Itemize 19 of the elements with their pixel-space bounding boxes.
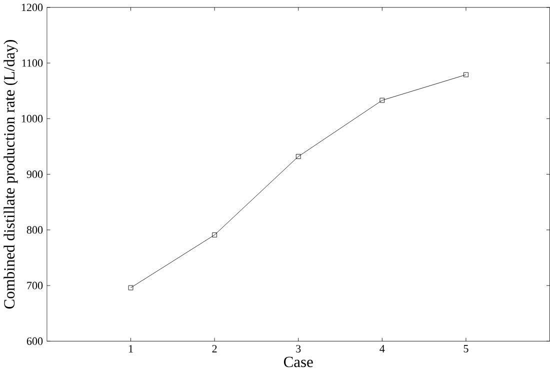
y-tick-label: 1100 bbox=[22, 59, 43, 67]
x-axis-title: Case bbox=[284, 356, 313, 368]
point bbox=[212, 232, 217, 238]
x-tick-label: 5 bbox=[464, 345, 468, 352]
y-tick-label: 1200 bbox=[22, 4, 43, 12]
y-tick-label: 900 bbox=[26, 170, 43, 178]
x-tick-label: 4 bbox=[380, 345, 385, 352]
point bbox=[296, 154, 301, 159]
point bbox=[464, 72, 468, 78]
x-tick-label: 2 bbox=[212, 345, 217, 352]
y-tick-label: 800 bbox=[26, 226, 43, 234]
x-tick-label: 3 bbox=[296, 345, 301, 353]
x-tick-label: 1 bbox=[128, 345, 133, 352]
point bbox=[380, 98, 385, 103]
y-axis-title: Combined distillate production rate (L/day) bbox=[4, 40, 18, 309]
y-tick-label: 1000 bbox=[22, 115, 43, 122]
y-tick-label: 700 bbox=[27, 282, 43, 290]
y-tick-label: 600 bbox=[26, 338, 43, 345]
point bbox=[128, 285, 134, 290]
